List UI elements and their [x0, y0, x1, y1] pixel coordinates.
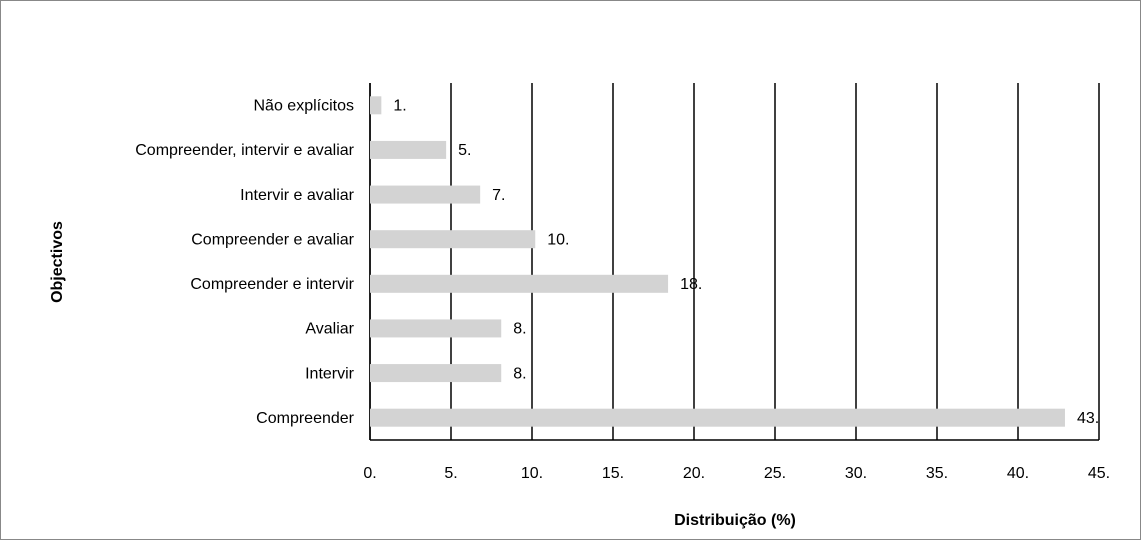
x-tick-label: 30. [845, 465, 867, 482]
data-label: 8. [513, 321, 526, 338]
y-tick-label: Não explícitos [254, 98, 355, 115]
bar [370, 319, 502, 338]
x-tick-label: 15. [602, 465, 624, 482]
data-label: 43. [1077, 410, 1099, 427]
data-label: 1. [393, 98, 406, 115]
data-label: 8. [513, 365, 526, 382]
x-axis-title: Distribuição (%) [674, 512, 796, 529]
x-tick-label: 20. [683, 465, 705, 482]
x-tick-label: 45. [1088, 465, 1110, 482]
y-tick-label: Compreender, intervir e avaliar [135, 142, 354, 159]
bar [370, 140, 447, 159]
y-tick-label: Intervir e avaliar [240, 187, 354, 204]
x-tick-label: 25. [764, 465, 786, 482]
x-tick-label: 0. [363, 465, 376, 482]
y-tick-label: Avaliar [305, 321, 354, 338]
x-tick-label: 10. [521, 465, 543, 482]
bar [370, 96, 382, 115]
x-tick-label: 35. [926, 465, 948, 482]
bar [370, 408, 1065, 427]
y-tick-label: Intervir [305, 365, 355, 382]
bar [370, 230, 536, 249]
y-tick-label: Compreender e intervir [190, 276, 354, 293]
data-label: 18. [680, 276, 702, 293]
bar [370, 274, 669, 293]
data-label: 5. [458, 142, 471, 159]
data-label: 7. [492, 187, 505, 204]
x-tick-label: 5. [444, 465, 457, 482]
data-label: 10. [547, 231, 569, 248]
bar [370, 185, 481, 204]
y-tick-label: Compreender e avaliar [191, 231, 354, 248]
y-axis-title: Objectivos [49, 221, 66, 303]
bar [370, 364, 502, 383]
y-tick-label: Compreender [256, 410, 355, 427]
x-tick-label: 40. [1007, 465, 1029, 482]
